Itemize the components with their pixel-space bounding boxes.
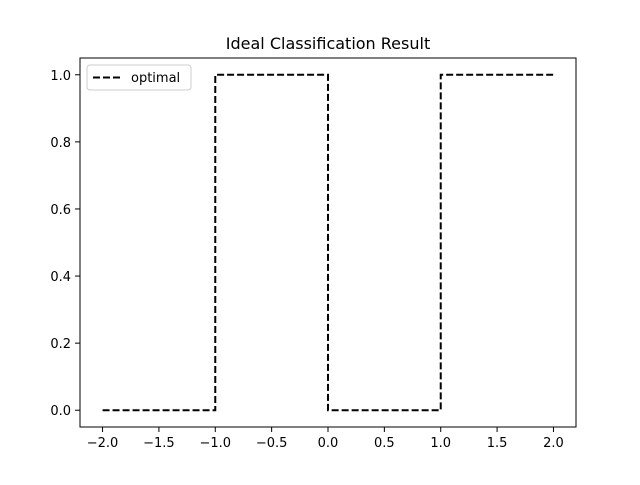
y-tick-label: 1.0 bbox=[50, 69, 71, 84]
y-tick-label: 0.8 bbox=[50, 136, 71, 151]
x-tick-label: 2.0 bbox=[543, 436, 564, 451]
y-tick-label: 0.0 bbox=[50, 404, 71, 419]
x-tick-label: 0.0 bbox=[318, 436, 339, 451]
x-tick-label: −0.5 bbox=[256, 436, 288, 451]
chart-title: Ideal Classification Result bbox=[226, 34, 430, 53]
legend-box bbox=[86, 64, 192, 91]
x-tick-label: −2.0 bbox=[87, 436, 119, 451]
legend-label: optimal bbox=[131, 71, 180, 86]
x-tick-label: 1.0 bbox=[430, 436, 451, 451]
x-tick-label: 0.5 bbox=[374, 436, 395, 451]
plot-area: −2.0 −1.5 −1.0 −0.5 0.0 0.5 1.0 1.5 2.0 0.0 0.2 0.4… bbox=[50, 57, 577, 451]
plot-frame bbox=[79, 57, 577, 428]
x-tick-label: −1.0 bbox=[199, 436, 231, 451]
series-line-optimal bbox=[102, 73, 554, 412]
y-tick-label: 0.2 bbox=[50, 337, 71, 352]
x-tick-label: 1.5 bbox=[487, 436, 508, 451]
x-tick-label: −1.5 bbox=[143, 436, 175, 451]
y-tick-label: 0.4 bbox=[50, 270, 71, 285]
y-tick-label: 0.6 bbox=[50, 203, 71, 218]
